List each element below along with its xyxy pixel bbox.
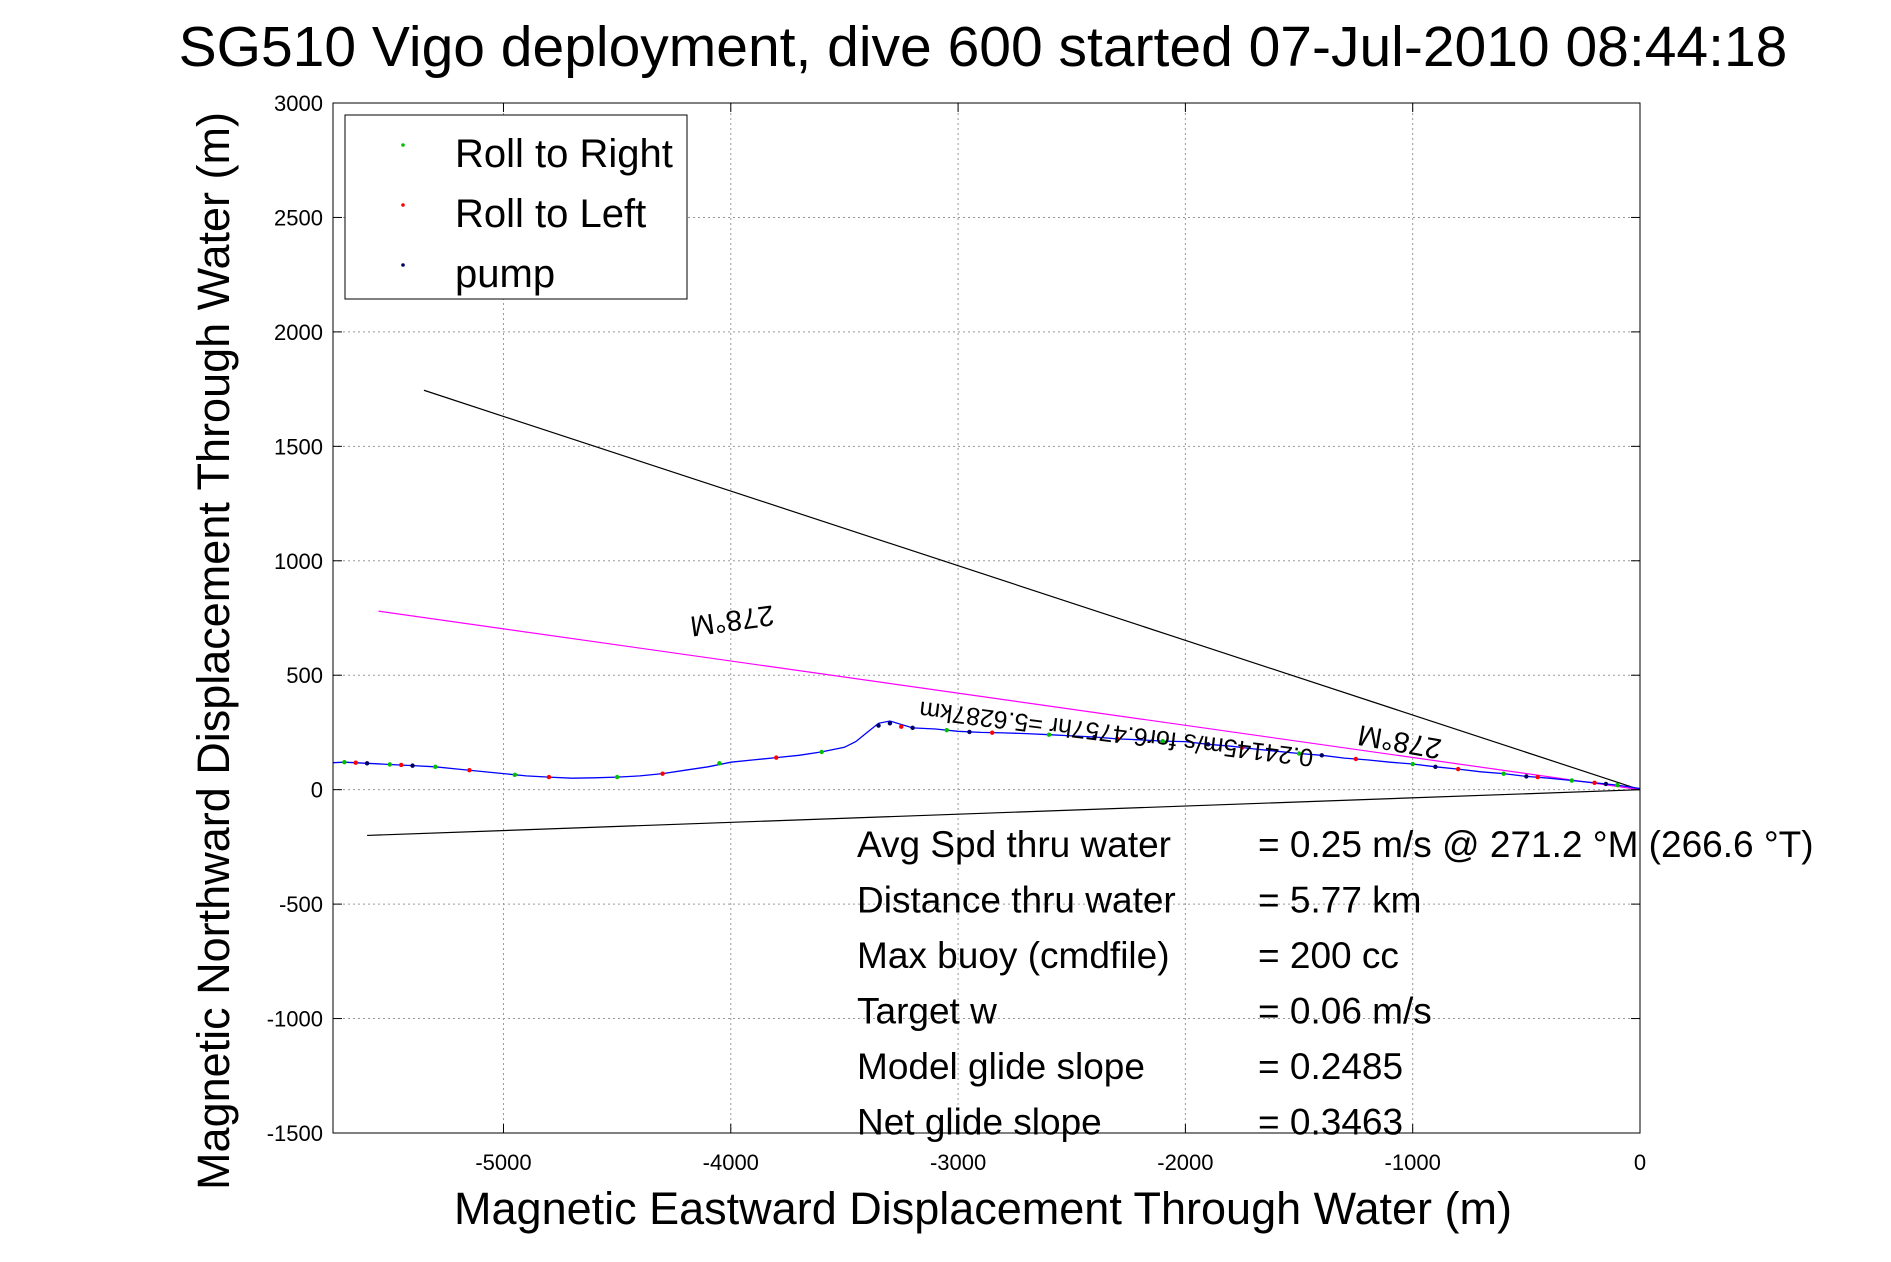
stat-label: Model glide slope [857, 1046, 1145, 1087]
pump-point [910, 725, 915, 731]
legend: Roll to Right Roll to Left pump [344, 114, 688, 300]
pump-point [1092, 734, 1097, 740]
roll-right-point [512, 772, 518, 777]
roll-right-point [819, 749, 824, 755]
pump-point [410, 763, 415, 768]
legend-marker [401, 143, 405, 147]
y-tick-label: 2000 [274, 320, 323, 345]
roll-right-point [1615, 782, 1620, 788]
stat-value: = 0.25 m/s @ 271.2 °M (266.6 °T) [1258, 824, 1814, 865]
roll-right-point [717, 761, 722, 766]
roll-right-point [1501, 771, 1506, 776]
x-tick-label: -1000 [1385, 1150, 1441, 1175]
pump-point [364, 761, 370, 766]
x-tick-label: -5000 [475, 1150, 531, 1175]
stat-value: = 0.3463 [1258, 1102, 1403, 1143]
pump-point [1319, 753, 1324, 758]
roll-left-point [989, 730, 995, 735]
stat-label: Distance thru water [857, 880, 1176, 921]
roll-left-point [353, 760, 358, 765]
x-tick-label: 0 [1634, 1150, 1646, 1175]
legend-label: pump [455, 252, 555, 296]
stat-label: Max buoy (cmdfile) [857, 935, 1170, 976]
roll-left-point [774, 755, 779, 760]
pump-point [1603, 781, 1609, 787]
y-tick-label: 1500 [274, 434, 323, 459]
y-axis-ticks: -1500 -1000 -500 0 500 1000 1500 2000 2500 3000 [267, 91, 1640, 1146]
fit-lines [367, 389, 1641, 837]
roll-left-point [1353, 756, 1359, 762]
roll-right-point [387, 762, 393, 767]
roll-left-point [467, 768, 472, 773]
pump-point [1205, 742, 1211, 747]
pump-point [876, 723, 881, 728]
roll-right-point [1296, 751, 1302, 756]
stats-panel: Avg Spd thru water = 0.25 m/s @ 271.2 °M … [857, 824, 1814, 1143]
x-axis-ticks: -5000 -4000 -3000 -2000 -1000 0 [475, 103, 1646, 1175]
roll-right-point [1410, 761, 1415, 767]
stat-value: = 0.06 m/s [1258, 991, 1432, 1032]
y-tick-label: 3000 [274, 91, 323, 116]
legend-marker [401, 263, 405, 267]
roll-left-point [1455, 766, 1461, 772]
roll-right-point [1046, 732, 1052, 737]
x-tick-label: -2000 [1157, 1150, 1213, 1175]
roll-left-point [1535, 774, 1540, 780]
legend-marker [401, 203, 405, 207]
x-tick-label: -3000 [930, 1150, 986, 1175]
y-tick-label: 0 [311, 778, 323, 803]
y-tick-label: -1500 [267, 1121, 323, 1146]
y-tick-label: 500 [286, 663, 323, 688]
legend-entries: Roll to Right Roll to Left pump [401, 132, 673, 296]
pump-point [1524, 774, 1529, 779]
marker-group [342, 721, 1620, 788]
stat-value: = 0.2485 [1258, 1046, 1403, 1087]
legend-label: Roll to Right [455, 132, 673, 176]
roll-left-point [1592, 780, 1597, 785]
roll-left-point [398, 762, 404, 768]
roll-left-point [660, 771, 665, 776]
y-axis-label: Magnetic Northward Displacement Through … [188, 112, 239, 1190]
roll-right-point [342, 760, 347, 765]
reference-line-3 [367, 789, 1641, 837]
stat-label: Avg Spd thru water [857, 824, 1171, 865]
y-tick-label: 2500 [274, 205, 323, 230]
x-tick-label: -4000 [703, 1150, 759, 1175]
roll-right-point [944, 727, 949, 733]
pump-point [887, 721, 893, 726]
y-tick-label: -500 [279, 892, 323, 917]
plot-border [332, 102, 1641, 1134]
y-tick-label: 1000 [274, 549, 323, 574]
y-tick-label: -1000 [267, 1007, 323, 1032]
roll-right-point [1160, 738, 1165, 744]
reference-line-1 [423, 389, 1641, 791]
stat-value: = 200 cc [1258, 935, 1399, 976]
x-axis-label: Magnetic Eastward Displacement Through W… [454, 1183, 1512, 1234]
roll-left-point [899, 724, 904, 729]
roll-right-point [433, 764, 438, 769]
reference-line-2 [378, 610, 1641, 791]
chart-title: SG510 Vigo deployment, dive 600 started … [179, 15, 1788, 79]
pump-point [1433, 764, 1438, 769]
roll-left-point [1240, 745, 1245, 750]
roll-left-point [1115, 736, 1120, 742]
stat-label: Net glide slope [857, 1102, 1102, 1143]
pump-point [967, 729, 972, 735]
legend-label: Roll to Left [455, 192, 646, 236]
roll-right-point [1569, 778, 1575, 783]
stat-label: Target w [857, 991, 997, 1032]
roll-right-point [614, 774, 620, 780]
stat-value: = 5.77 km [1258, 880, 1422, 921]
roll-left-point [546, 774, 552, 780]
